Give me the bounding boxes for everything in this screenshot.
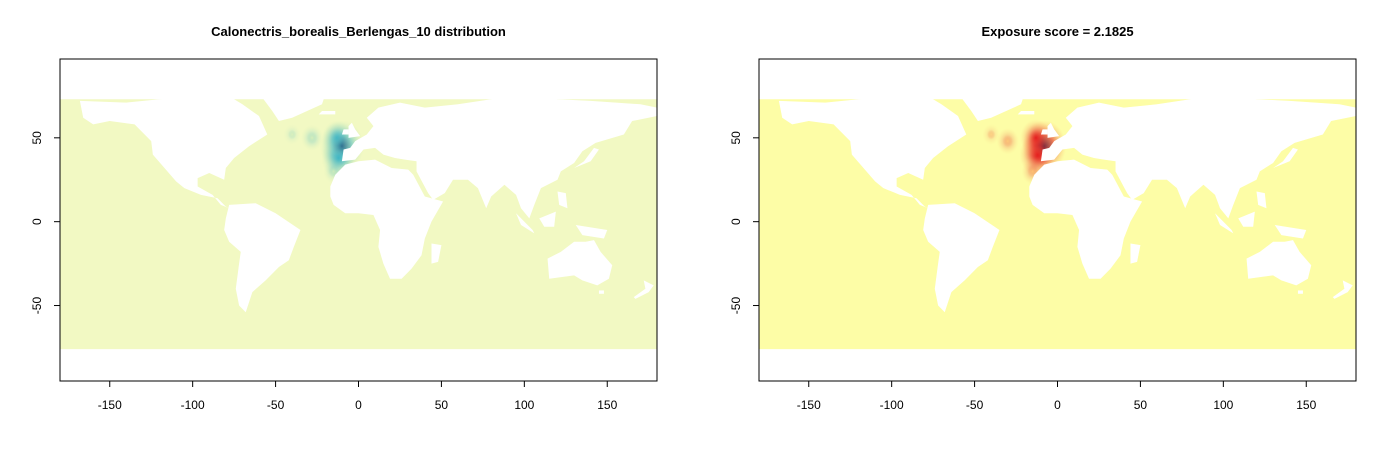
y-tick-label: -50 [30,297,44,315]
x-tick-label: -50 [966,398,984,412]
density-hotspot [283,123,302,145]
x-tick-label: -100 [880,398,904,412]
x-tick-label: 50 [1134,398,1148,412]
density-hotspot [996,127,1019,155]
x-tick-label: 150 [1296,398,1316,412]
x-tick-label: -50 [267,398,285,412]
chart-panel-2: Exposure score = 2.1825 -150 -100 -50 0 50 100… [729,24,1357,412]
x-tick-label: -100 [181,398,205,412]
y-tick-label: -50 [729,297,743,315]
x-tick-label: -150 [98,398,122,412]
x-axis: -150 -100 -50 0 50 100 150 [797,380,1317,412]
chart-title: Calonectris_borealis_Berlengas_10 distri… [211,24,506,39]
chart-title: Exposure score = 2.1825 [981,24,1133,39]
x-tick-label: -150 [797,398,821,412]
x-tick-label: 0 [1054,398,1061,412]
x-axis: -150 -100 -50 0 50 100 150 [98,380,618,412]
map-area [759,82,1356,350]
chart-panel-1: Calonectris_borealis_Berlengas_10 distri… [30,24,658,412]
density-hotspot [1020,119,1052,157]
x-tick-label: 150 [597,398,617,412]
y-tick-label: 0 [729,218,743,225]
x-tick-label: 0 [355,398,362,412]
map-area [60,82,657,350]
y-tick-label: 0 [30,218,44,225]
y-tick-label: 50 [729,131,743,145]
x-tick-label: 100 [514,398,534,412]
x-tick-label: 100 [1213,398,1233,412]
y-axis: 50 0 -50 [729,131,760,315]
x-tick-label: 50 [435,398,449,412]
density-hotspot [321,120,353,156]
density-hotspot [982,123,1001,145]
density-hotspot [300,124,324,152]
y-axis: 50 0 -50 [30,131,61,315]
y-tick-label: 50 [30,131,44,145]
